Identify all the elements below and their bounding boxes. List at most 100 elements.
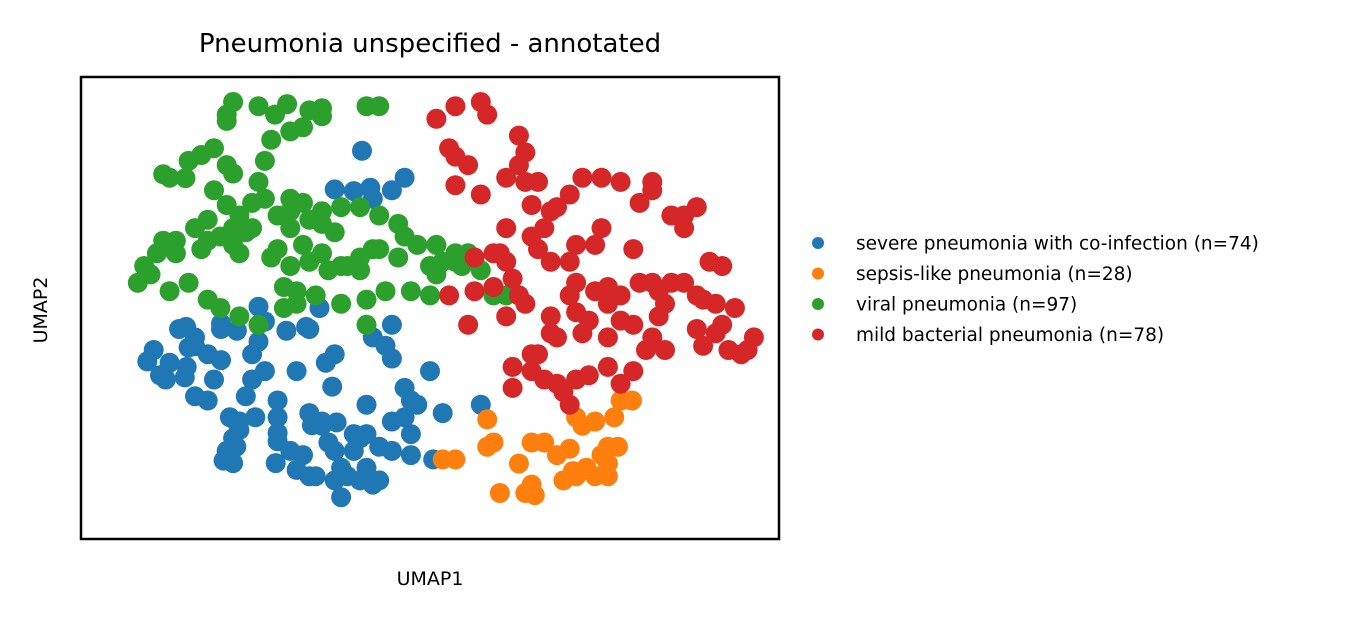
point-series-1-1 <box>622 390 642 411</box>
point-series-2-92 <box>420 285 440 306</box>
point-series-3-50 <box>496 218 517 239</box>
point-series-3-3 <box>477 104 498 125</box>
legend-marker-1 <box>812 267 824 280</box>
point-series-1-13 <box>547 445 567 466</box>
x-axis-label: UMAP1 <box>397 568 464 590</box>
point-series-0-40 <box>322 376 343 397</box>
point-series-3-68 <box>597 327 618 348</box>
point-series-0-86 <box>280 440 301 461</box>
point-series-0-66 <box>375 335 396 356</box>
point-series-2-100 <box>293 234 313 255</box>
point-series-3-79 <box>693 335 714 356</box>
point-series-2-99 <box>273 277 294 297</box>
point-series-3-4 <box>508 125 529 146</box>
point-series-3-19 <box>559 251 580 272</box>
point-series-2-97 <box>165 243 186 264</box>
point-series-2-8 <box>204 138 224 159</box>
point-series-0-87 <box>286 459 307 480</box>
point-series-2-53 <box>267 205 288 226</box>
point-series-0-6 <box>394 167 415 188</box>
point-series-2-12 <box>153 164 174 185</box>
point-series-2-87 <box>369 239 390 260</box>
point-series-2-39 <box>229 306 250 327</box>
point-series-1-21 <box>597 466 618 487</box>
point-series-3-103 <box>540 251 561 272</box>
point-series-0-90 <box>326 412 347 433</box>
point-series-3-102 <box>566 302 587 323</box>
point-series-3-91 <box>496 251 517 272</box>
point-series-2-68 <box>331 197 352 218</box>
point-series-1-28 <box>489 483 510 503</box>
point-series-3-75 <box>648 306 669 327</box>
point-series-2-20 <box>254 150 275 171</box>
point-series-0-13 <box>235 386 256 407</box>
point-series-3-49 <box>515 171 536 192</box>
point-series-3-82 <box>743 327 764 348</box>
point-series-3-47 <box>547 197 567 218</box>
point-series-2-10 <box>175 168 196 189</box>
point-series-0-32 <box>159 352 180 373</box>
point-series-0-94 <box>197 390 218 411</box>
point-series-3-17 <box>528 239 548 260</box>
point-series-3-63 <box>610 373 631 394</box>
point-series-2-67 <box>312 201 332 222</box>
point-series-3-7 <box>496 167 517 188</box>
point-series-2-88 <box>388 247 409 268</box>
point-series-3-85 <box>508 285 529 306</box>
point-series-3-12 <box>470 184 491 205</box>
y-axis-label: UMAP2 <box>30 277 52 344</box>
point-series-2-6 <box>216 110 237 131</box>
point-series-3-83 <box>731 344 752 365</box>
point-series-3-6 <box>508 155 529 176</box>
point-series-0-51 <box>356 394 377 415</box>
legend-label-1: sepsis-like pneumonia (n=28) <box>856 264 1133 285</box>
point-series-2-74 <box>426 234 447 255</box>
point-series-0-96 <box>356 457 377 478</box>
point-series-3-43 <box>610 171 631 192</box>
plot-frame <box>79 75 781 541</box>
point-series-2-81 <box>356 289 377 310</box>
point-series-0-50 <box>381 440 402 461</box>
point-series-3-99 <box>458 314 479 335</box>
point-series-2-19 <box>261 129 282 150</box>
point-series-3-94 <box>623 239 644 260</box>
point-series-0-19 <box>276 320 297 341</box>
point-series-0-37 <box>286 361 307 382</box>
point-series-0-15 <box>267 407 288 428</box>
point-series-2-1 <box>277 94 298 115</box>
point-series-3-11 <box>445 175 466 196</box>
point-series-0-85 <box>267 422 288 443</box>
point-series-0-95 <box>331 457 352 478</box>
point-series-2-70 <box>369 205 390 226</box>
legend-label-3: mild bacterial pneumonia (n=78) <box>856 325 1164 346</box>
point-series-0-54 <box>400 424 421 445</box>
point-series-3-13 <box>521 195 542 215</box>
point-series-2-9 <box>178 150 199 171</box>
legend-label-2: viral pneumonia (n=97) <box>856 295 1077 316</box>
point-series-0-49 <box>400 445 421 466</box>
point-series-2-96 <box>235 222 256 243</box>
point-series-0-2 <box>343 181 364 202</box>
point-series-0-82 <box>223 453 244 474</box>
point-series-2-4 <box>299 100 320 121</box>
point-series-2-28 <box>185 218 205 239</box>
point-series-2-16 <box>369 96 390 117</box>
point-series-2-84 <box>312 243 332 264</box>
point-series-3-89 <box>464 247 485 268</box>
point-series-2-31 <box>146 243 167 264</box>
point-series-0-80 <box>226 436 247 457</box>
point-series-3-64 <box>623 361 644 382</box>
point-series-3-35 <box>712 256 733 276</box>
point-series-0-68 <box>305 466 326 487</box>
point-series-3-95 <box>661 272 682 293</box>
point-series-2-73 <box>407 234 428 255</box>
legend: severe pneumonia with co-infection (n=74… <box>812 234 1259 346</box>
point-series-2-80 <box>375 281 396 302</box>
point-series-3-61 <box>578 365 599 386</box>
point-series-3-18 <box>566 234 587 255</box>
point-series-3-33 <box>724 298 745 318</box>
point-series-2-34 <box>127 272 148 293</box>
point-series-0-12 <box>242 369 263 390</box>
point-series-2-98 <box>191 239 212 260</box>
point-series-0-21 <box>296 316 317 337</box>
